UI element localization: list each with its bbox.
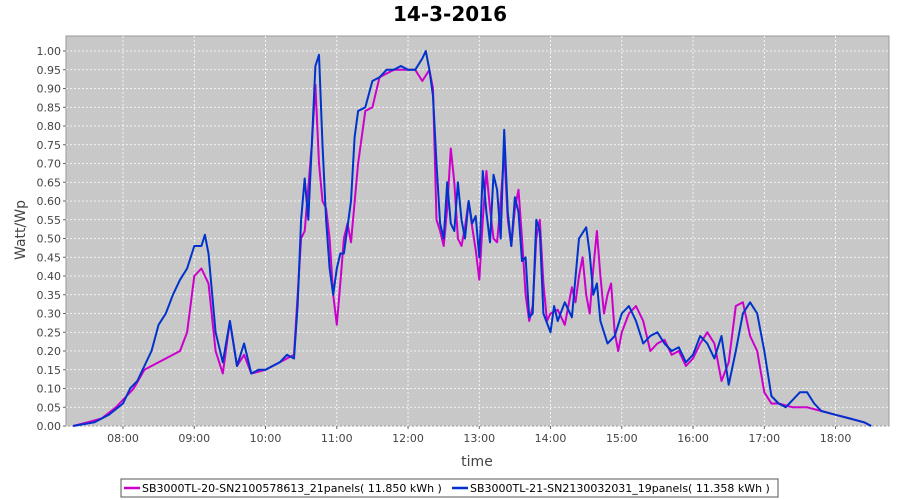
legend: SB3000TL-20-SN2100578613_21panels( 11.85… [120, 478, 779, 498]
y-tick-label: 0.90 [37, 83, 62, 96]
y-tick-label: 0.10 [37, 383, 62, 396]
x-axis-label: time [461, 454, 493, 470]
x-tick-label: 14:00 [535, 432, 567, 445]
x-tick-label: 16:00 [677, 432, 709, 445]
x-tick-label: 13:00 [463, 432, 495, 445]
chart-title: 14-3-2016 [393, 2, 507, 26]
y-tick-label: 0.50 [37, 233, 62, 246]
legend-box [120, 478, 779, 498]
y-tick-label: 1.00 [37, 45, 62, 58]
y-tick-label: 0.45 [37, 251, 62, 264]
x-tick-label: 18:00 [820, 432, 852, 445]
y-tick-label: 0.30 [37, 308, 62, 321]
x-tick-label: 10:00 [250, 432, 282, 445]
x-tick-label: 12:00 [392, 432, 424, 445]
y-tick-label: 0.35 [37, 289, 62, 302]
series-line-2 [72, 50, 872, 427]
y-tick-label: 0.60 [37, 195, 62, 208]
y-tick-label: 0.95 [37, 64, 62, 77]
y-tick-label: 0.05 [37, 401, 62, 414]
x-tick-label: 17:00 [748, 432, 780, 445]
y-tick-label: 0.65 [37, 176, 62, 189]
y-tick-label: 0.70 [37, 158, 62, 171]
x-tick-label: 09:00 [178, 432, 210, 445]
y-tick-label: 0.75 [37, 139, 62, 152]
y-axis-label: Watt/Wp [13, 200, 29, 260]
y-axis: 0.00 0.05 0.10 0.15 0.20 0.25 0.30 0.35 0.40 0.45… [37, 45, 66, 433]
y-tick-label: 0.15 [37, 364, 62, 377]
x-tick-label: 15:00 [606, 432, 638, 445]
x-axis: 08:00 09:00 10:00 11:00 12:00 13:00 14:00 15:00… [107, 426, 851, 445]
y-tick-label: 0.20 [37, 345, 62, 358]
y-tick-label: 0.25 [37, 326, 62, 339]
y-tick-label: 0.00 [37, 420, 62, 433]
legend-label-series-2: SB3000TL-21-SN2130032031_19panels( 11.35… [470, 482, 770, 495]
series-layer [72, 50, 872, 427]
y-tick-label: 0.80 [37, 120, 62, 133]
x-tick-label: 11:00 [321, 432, 353, 445]
legend-label-series-1: SB3000TL-20-SN2100578613_21panels( 11.85… [142, 482, 442, 495]
x-tick-label: 08:00 [107, 432, 139, 445]
y-tick-label: 0.55 [37, 214, 62, 227]
y-tick-label: 0.85 [37, 101, 62, 114]
y-tick-label: 0.40 [37, 270, 62, 283]
